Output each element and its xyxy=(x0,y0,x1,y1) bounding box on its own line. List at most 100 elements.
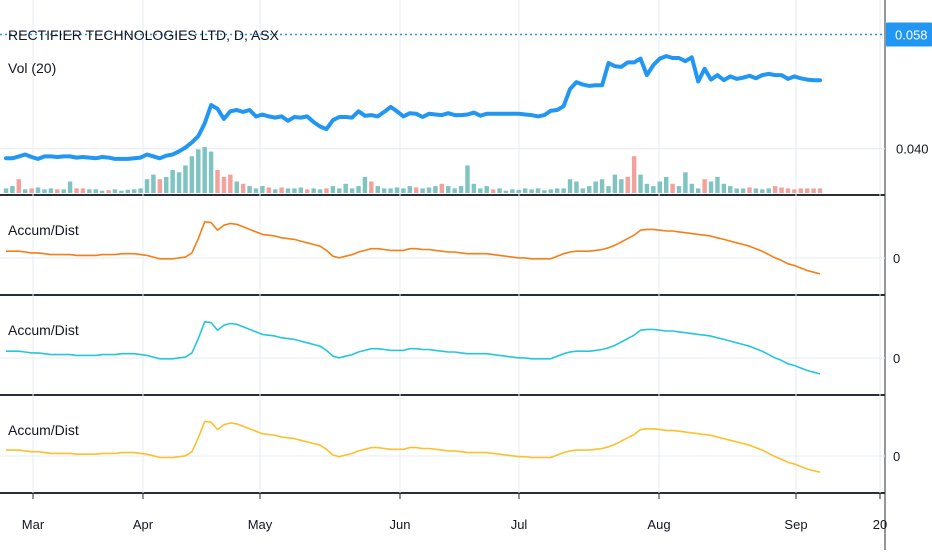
volume-bar xyxy=(10,186,15,193)
time-label: Jun xyxy=(390,517,411,532)
volume-bar xyxy=(599,179,605,193)
volume-bar xyxy=(740,188,746,193)
time-label: Apr xyxy=(133,517,154,532)
volume-bar xyxy=(497,188,502,193)
volume-bar xyxy=(811,188,816,193)
volume-bar xyxy=(503,190,509,193)
volume-bar xyxy=(574,181,579,193)
volume-bar xyxy=(157,179,163,193)
indicator-label: Accum/Dist xyxy=(8,322,79,338)
volume-bar xyxy=(330,186,336,193)
volume-bar xyxy=(183,165,188,193)
volume-bar xyxy=(55,189,60,193)
time-label: May xyxy=(248,517,273,532)
price-line xyxy=(4,54,822,161)
volume-bar xyxy=(369,181,374,193)
volume-bar xyxy=(670,183,675,193)
volume-bar xyxy=(619,179,624,193)
volume-bar xyxy=(317,189,323,193)
indicator-label: Accum/Dist xyxy=(8,222,79,238)
volume-bar xyxy=(446,186,451,193)
volume-bar xyxy=(23,189,28,193)
volume-bar xyxy=(638,174,643,193)
volume-bar xyxy=(48,188,54,193)
accum-dist-line xyxy=(6,221,821,275)
volume-bar xyxy=(61,189,66,193)
volume-bar xyxy=(388,188,393,193)
volume-bar xyxy=(413,187,419,193)
volume-bar xyxy=(772,186,778,193)
volume-bar xyxy=(631,156,637,193)
volume-bar xyxy=(433,186,438,193)
volume-bar xyxy=(721,183,727,193)
volume-bar xyxy=(138,188,143,193)
volume-bar xyxy=(260,186,265,193)
volume-bar xyxy=(35,187,41,193)
volume-bar xyxy=(420,188,425,193)
volume-bar xyxy=(651,186,656,193)
accum-dist-line xyxy=(6,320,821,375)
volume-bar xyxy=(695,188,701,193)
volume-bar xyxy=(394,187,400,193)
volume-bar xyxy=(80,188,86,193)
volume-bar xyxy=(362,176,368,193)
volume-bar xyxy=(702,179,707,193)
volume-bar xyxy=(606,186,611,193)
price-series xyxy=(0,33,885,161)
volume-bar xyxy=(189,156,195,193)
volume-bar xyxy=(535,188,541,193)
volume-bar xyxy=(804,188,810,193)
volume-bar xyxy=(99,190,105,193)
volume-bar xyxy=(644,183,650,193)
volume-bar xyxy=(266,187,272,193)
volume-bar xyxy=(285,188,291,193)
time-label: 20 xyxy=(873,517,887,532)
volume-bar xyxy=(356,186,361,193)
volume-bar xyxy=(234,181,239,193)
pane-zero-label: 0 xyxy=(893,351,900,366)
volume-bar xyxy=(612,174,618,193)
volume-bar xyxy=(343,183,348,193)
volume-bar xyxy=(465,165,470,193)
indicator-label: Accum/Dist xyxy=(8,422,79,438)
last-price-label: 0.058 xyxy=(895,28,928,43)
volume-bar xyxy=(119,190,124,193)
time-label: Mar xyxy=(22,517,45,532)
volume-label: Vol (20) xyxy=(8,60,56,76)
volume-bar xyxy=(490,189,496,193)
volume-bar xyxy=(196,149,201,193)
axis-labels: 0.040 0.058 0 0 0 Mar Apr May Jun Jul Aug Sep 20 xyxy=(22,22,932,532)
volume-bar xyxy=(272,189,278,193)
volume-bar xyxy=(766,188,771,193)
pane-zero-label: 0 xyxy=(893,449,900,464)
volume-bar xyxy=(663,176,669,193)
last-price-badge xyxy=(886,22,932,47)
volume-bar xyxy=(792,189,797,193)
volume-bar xyxy=(29,188,34,193)
volume-bar xyxy=(16,179,22,193)
volume-bars xyxy=(3,147,823,193)
time-label: Jul xyxy=(511,517,528,532)
volume-bar xyxy=(93,189,98,193)
volume-bar xyxy=(221,176,227,193)
volume-bar xyxy=(798,188,803,193)
volume-bar xyxy=(208,151,214,193)
volume-bar xyxy=(625,176,630,193)
volume-bar xyxy=(151,174,156,193)
volume-bar xyxy=(522,188,528,193)
volume-bar xyxy=(349,188,355,193)
volume-bar xyxy=(401,188,406,193)
volume-bar xyxy=(74,188,79,193)
volume-bar xyxy=(426,187,432,193)
chart-title: RECTIFIER TECHNOLOGIES LTD, D, ASX xyxy=(8,27,280,43)
volume-bar xyxy=(324,188,329,193)
volume-bar xyxy=(471,183,477,193)
volume-bar xyxy=(240,183,246,193)
volume-bar xyxy=(676,186,682,193)
volume-bar xyxy=(529,189,534,193)
volume-bar xyxy=(67,181,73,193)
volume-bar xyxy=(87,189,92,193)
volume-bar xyxy=(202,147,207,193)
